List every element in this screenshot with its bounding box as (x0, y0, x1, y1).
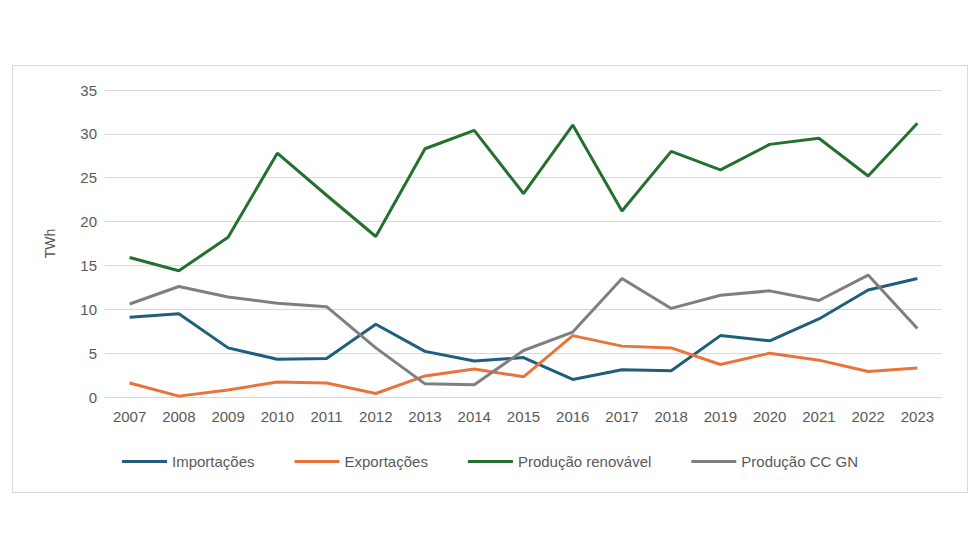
svg-text:2015: 2015 (507, 408, 540, 425)
svg-text:2017: 2017 (605, 408, 638, 425)
svg-text:25: 25 (80, 169, 97, 186)
svg-text:2014: 2014 (458, 408, 491, 425)
svg-text:2023: 2023 (901, 408, 934, 425)
svg-text:Importações: Importações (172, 453, 255, 470)
svg-text:2020: 2020 (753, 408, 786, 425)
svg-text:10: 10 (80, 301, 97, 318)
svg-text:2009: 2009 (211, 408, 244, 425)
svg-text:Produção CC GN: Produção CC GN (741, 453, 858, 470)
svg-text:2013: 2013 (408, 408, 441, 425)
svg-text:35: 35 (80, 82, 97, 99)
svg-text:2018: 2018 (655, 408, 688, 425)
svg-text:5: 5 (89, 345, 97, 362)
svg-text:30: 30 (80, 125, 97, 142)
svg-text:15: 15 (80, 257, 97, 274)
svg-text:2019: 2019 (704, 408, 737, 425)
svg-text:2007: 2007 (113, 408, 146, 425)
svg-text:2011: 2011 (310, 408, 342, 425)
svg-text:0: 0 (89, 389, 97, 406)
svg-text:TWh: TWh (42, 229, 58, 259)
svg-text:2016: 2016 (556, 408, 589, 425)
svg-text:2022: 2022 (851, 408, 884, 425)
svg-text:2021: 2021 (802, 408, 835, 425)
svg-text:Exportações: Exportações (345, 453, 428, 470)
svg-text:2010: 2010 (261, 408, 294, 425)
svg-text:20: 20 (80, 213, 97, 230)
svg-text:2012: 2012 (359, 408, 392, 425)
svg-text:2008: 2008 (162, 408, 195, 425)
svg-text:Produção renovável: Produção renovável (518, 453, 651, 470)
